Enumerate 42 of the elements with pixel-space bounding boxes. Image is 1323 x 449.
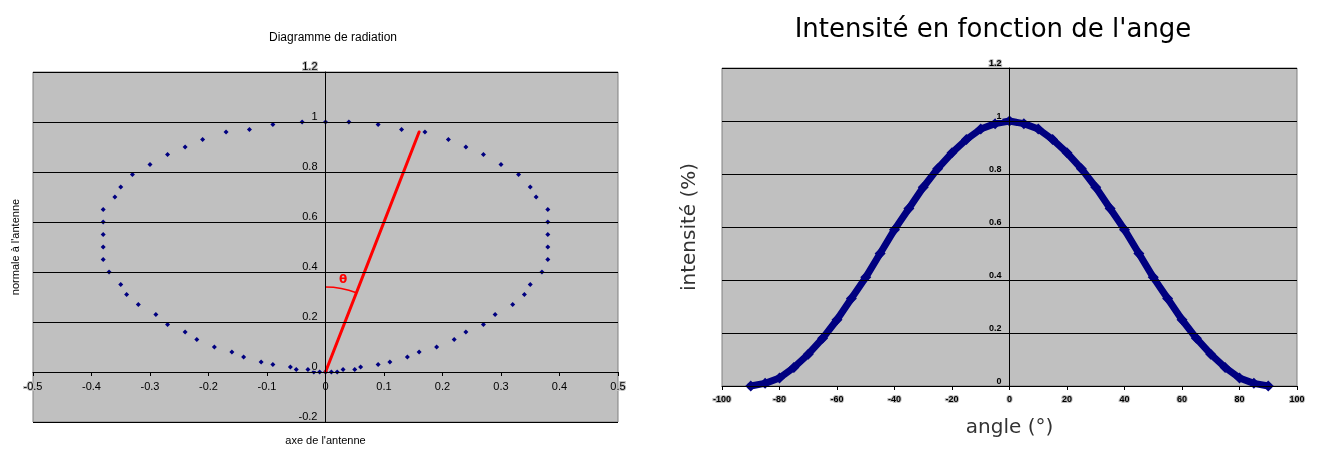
x-tick-label: -0.2 bbox=[199, 379, 218, 392]
y-tick-label: 0.2 bbox=[988, 322, 1002, 333]
x-tick-label: 100 bbox=[1289, 393, 1305, 404]
y-tick-label: 0.8 bbox=[988, 163, 1002, 174]
x-tick-label: 40 bbox=[1119, 393, 1130, 404]
y-axis-title: normale à l'antenne bbox=[9, 198, 21, 296]
y-tick-label: 0.6 bbox=[302, 209, 318, 222]
x-tick-label: 0.4 bbox=[551, 379, 568, 392]
x-axis-title: axe de l'antenne bbox=[285, 433, 366, 446]
x-tick-label: -0.3 bbox=[140, 379, 160, 392]
x-tick-label: -0.4 bbox=[82, 379, 101, 392]
y-tick-label: 0 bbox=[311, 359, 318, 372]
y-tick-label: 0.2 bbox=[302, 309, 318, 322]
y-tick-label: 1 bbox=[996, 110, 1002, 121]
annotation: θ bbox=[338, 271, 348, 286]
x-tick-label: -0.1 bbox=[257, 379, 277, 392]
x-tick-label: -20 bbox=[945, 393, 959, 404]
chart-title: Intensité en fonction de l'ange bbox=[794, 13, 1192, 43]
y-tick-label: -0.2 bbox=[298, 409, 318, 422]
x-tick-label: 0.3 bbox=[493, 379, 509, 392]
y-tick-label: 0.4 bbox=[302, 259, 318, 272]
x-tick-label: 20 bbox=[1061, 393, 1073, 404]
x-tick-label: 80 bbox=[1234, 393, 1245, 404]
y-tick-label: 0.6 bbox=[988, 216, 1002, 227]
x-tick-label: 0.2 bbox=[434, 379, 451, 392]
x-tick-label: 0.1 bbox=[376, 379, 392, 392]
x-tick-label: -40 bbox=[887, 393, 902, 404]
chart-title: Diagramme de radiation bbox=[268, 30, 398, 44]
x-tick-label: -100 bbox=[712, 393, 732, 404]
x-tick-label: -0.5 bbox=[23, 379, 43, 392]
x-tick-label: 0.5 bbox=[610, 379, 626, 392]
x-tick-label: 60 bbox=[1176, 393, 1188, 404]
x-tick-label: -80 bbox=[772, 393, 787, 404]
x-tick-label: 0 bbox=[1006, 393, 1013, 404]
x-tick-label: -60 bbox=[830, 393, 844, 404]
y-tick-label: 1 bbox=[311, 109, 318, 122]
x-axis-title: angle (°) bbox=[965, 414, 1054, 438]
y-tick-label: 1.2 bbox=[302, 59, 318, 72]
y-tick-label: 0.8 bbox=[302, 159, 318, 172]
y-tick-label: 1.2 bbox=[988, 57, 1002, 68]
y-axis-title: intensité (%) bbox=[675, 162, 700, 292]
y-tick-label: 0.4 bbox=[988, 269, 1002, 280]
